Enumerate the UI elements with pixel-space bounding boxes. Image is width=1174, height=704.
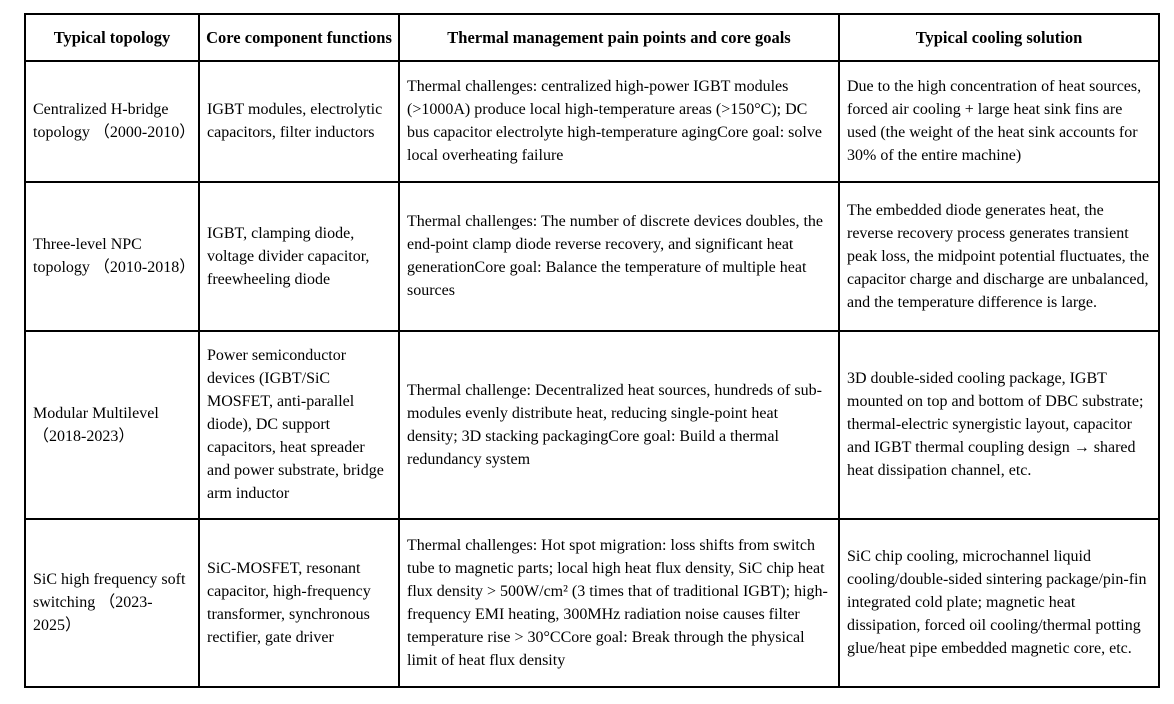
table-row-three-level-npc: Three-level NPC topology （2010-2018） IGB… bbox=[24, 181, 1160, 332]
header-typical-cooling-solution: Typical cooling solution bbox=[838, 13, 1160, 62]
cell-cooling: SiC chip cooling, microchannel liquid co… bbox=[838, 518, 1160, 688]
cell-components: IGBT modules, electrolytic capacitors, f… bbox=[198, 60, 400, 183]
cell-components: IGBT, clamping diode, voltage divider ca… bbox=[198, 181, 400, 332]
cell-cooling: 3D double-sided cooling package, IGBT mo… bbox=[838, 330, 1160, 520]
cell-topology: Modular Multilevel （2018-2023） bbox=[24, 330, 200, 520]
cell-pain-points: Thermal challenges: The number of discre… bbox=[398, 181, 840, 332]
cell-cooling: Due to the high concentration of heat so… bbox=[838, 60, 1160, 183]
cell-components: Power semiconductor devices (IGBT/SiC MO… bbox=[198, 330, 400, 520]
cell-topology: SiC high frequency soft switching （2023-… bbox=[24, 518, 200, 688]
header-typical-topology: Typical topology bbox=[24, 13, 200, 62]
header-row: Typical topology Core component function… bbox=[24, 13, 1160, 62]
cell-components: SiC-MOSFET, resonant capacitor, high-fre… bbox=[198, 518, 400, 688]
table-row-modular-multilevel: Modular Multilevel （2018-2023） Power sem… bbox=[24, 330, 1160, 520]
table-row-centralized-h-bridge: Centralized H-bridge topology （2000-2010… bbox=[24, 60, 1160, 183]
header-thermal-pain-points: Thermal management pain points and core … bbox=[398, 13, 840, 62]
cell-topology: Three-level NPC topology （2010-2018） bbox=[24, 181, 200, 332]
cell-pain-points: Thermal challenges: centralized high-pow… bbox=[398, 60, 840, 183]
cell-pain-points: Thermal challenges: Hot spot migration: … bbox=[398, 518, 840, 688]
topology-table-container: Typical topology Core component function… bbox=[24, 13, 1160, 688]
cell-topology: Centralized H-bridge topology （2000-2010… bbox=[24, 60, 200, 183]
cell-cooling: The embedded diode generates heat, the r… bbox=[838, 181, 1160, 332]
topology-evolution-table: Typical topology Core component function… bbox=[24, 13, 1160, 688]
cell-pain-points: Thermal challenge: Decentralized heat so… bbox=[398, 330, 840, 520]
table-row-sic-soft-switching: SiC high frequency soft switching （2023-… bbox=[24, 518, 1160, 688]
header-core-component-functions: Core component functions bbox=[198, 13, 400, 62]
